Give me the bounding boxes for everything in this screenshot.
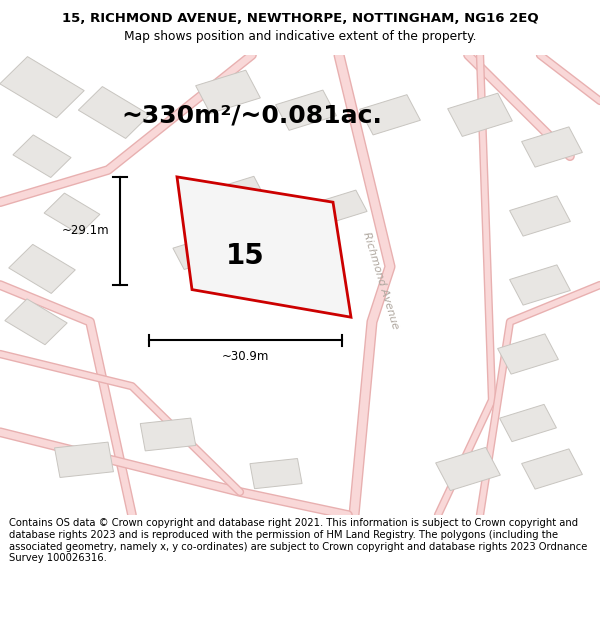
Text: ~330m²/~0.081ac.: ~330m²/~0.081ac. xyxy=(122,103,382,127)
Polygon shape xyxy=(521,449,583,489)
Text: 15, RICHMOND AVENUE, NEWTHORPE, NOTTINGHAM, NG16 2EQ: 15, RICHMOND AVENUE, NEWTHORPE, NOTTINGH… xyxy=(62,12,538,25)
Polygon shape xyxy=(215,176,265,210)
Text: Richmond Avenue: Richmond Avenue xyxy=(361,231,401,330)
Polygon shape xyxy=(5,299,67,345)
Text: ~29.1m: ~29.1m xyxy=(62,224,109,238)
Polygon shape xyxy=(448,93,512,136)
Polygon shape xyxy=(250,459,302,489)
Polygon shape xyxy=(436,448,500,491)
Polygon shape xyxy=(509,265,571,305)
Polygon shape xyxy=(275,90,337,131)
Polygon shape xyxy=(509,196,571,236)
Polygon shape xyxy=(497,334,559,374)
Text: Contains OS data © Crown copyright and database right 2021. This information is : Contains OS data © Crown copyright and d… xyxy=(9,518,587,563)
Polygon shape xyxy=(79,86,149,139)
Polygon shape xyxy=(44,193,100,234)
Text: Map shows position and indicative extent of the property.: Map shows position and indicative extent… xyxy=(124,30,476,43)
Text: 15: 15 xyxy=(226,242,265,269)
Polygon shape xyxy=(500,404,556,442)
Polygon shape xyxy=(359,94,421,135)
Text: ~30.9m: ~30.9m xyxy=(222,351,269,363)
Polygon shape xyxy=(177,177,351,318)
Polygon shape xyxy=(9,244,75,293)
Polygon shape xyxy=(173,236,223,269)
Polygon shape xyxy=(140,418,196,451)
Polygon shape xyxy=(196,70,260,113)
Polygon shape xyxy=(521,127,583,167)
Polygon shape xyxy=(317,190,367,224)
Polygon shape xyxy=(0,57,84,118)
Polygon shape xyxy=(13,135,71,178)
Polygon shape xyxy=(55,442,113,478)
